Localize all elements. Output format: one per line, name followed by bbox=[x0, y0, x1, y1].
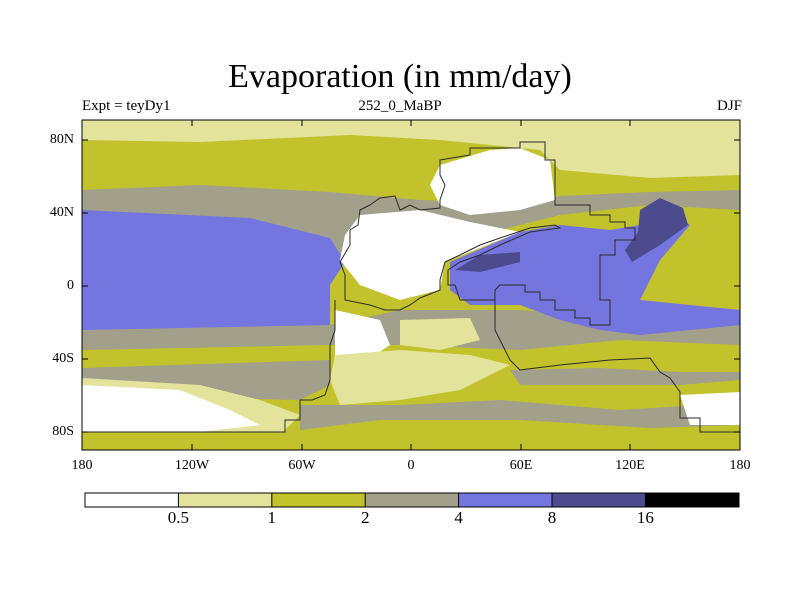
colorbar-label: 8 bbox=[547, 508, 557, 527]
contour-fill bbox=[82, 120, 740, 450]
y-tick-label: 80N bbox=[49, 132, 74, 147]
x-tick-label: 180 bbox=[71, 458, 93, 473]
colorbar-label: 1 bbox=[267, 508, 277, 527]
map-title: Evaporation (in mm/day) bbox=[228, 58, 572, 95]
colorbar-swatch bbox=[458, 493, 552, 507]
y-tick-label: 80S bbox=[52, 424, 74, 439]
axis-ticks bbox=[82, 120, 740, 450]
coastline-south bbox=[82, 300, 740, 433]
colorbar-label: 0.5 bbox=[167, 508, 190, 527]
x-tick-label: 120E bbox=[615, 458, 645, 473]
colorbar-swatch bbox=[85, 493, 179, 507]
coastline bbox=[339, 141, 636, 326]
colorbar-swatch bbox=[552, 493, 646, 507]
y-tick-label: 40S bbox=[52, 351, 74, 366]
y-tick-label: 40N bbox=[49, 205, 74, 220]
y-tick-label: 0 bbox=[67, 278, 74, 293]
x-tick-label: 60E bbox=[509, 458, 533, 473]
season-label: DJF bbox=[716, 98, 742, 114]
colorbar-swatch bbox=[178, 493, 272, 507]
colorbar-swatch bbox=[271, 493, 366, 507]
x-tick-label: 60W bbox=[288, 458, 316, 473]
colorbar-label: 2 bbox=[360, 508, 370, 527]
colorbar-swatch bbox=[365, 493, 459, 507]
colorbar-swatch bbox=[645, 493, 739, 507]
colorbar bbox=[84, 492, 740, 508]
colorbar-label: 4 bbox=[454, 508, 463, 527]
colorbar-label: 16 bbox=[636, 508, 654, 527]
x-tick-label: 120W bbox=[174, 458, 210, 473]
experiment-label: Expt = teyDy1 bbox=[82, 98, 171, 114]
period-label: 252_0_MaBP bbox=[358, 98, 442, 114]
x-tick-label: 0 bbox=[407, 458, 415, 473]
x-tick-label: 180 bbox=[729, 458, 751, 473]
